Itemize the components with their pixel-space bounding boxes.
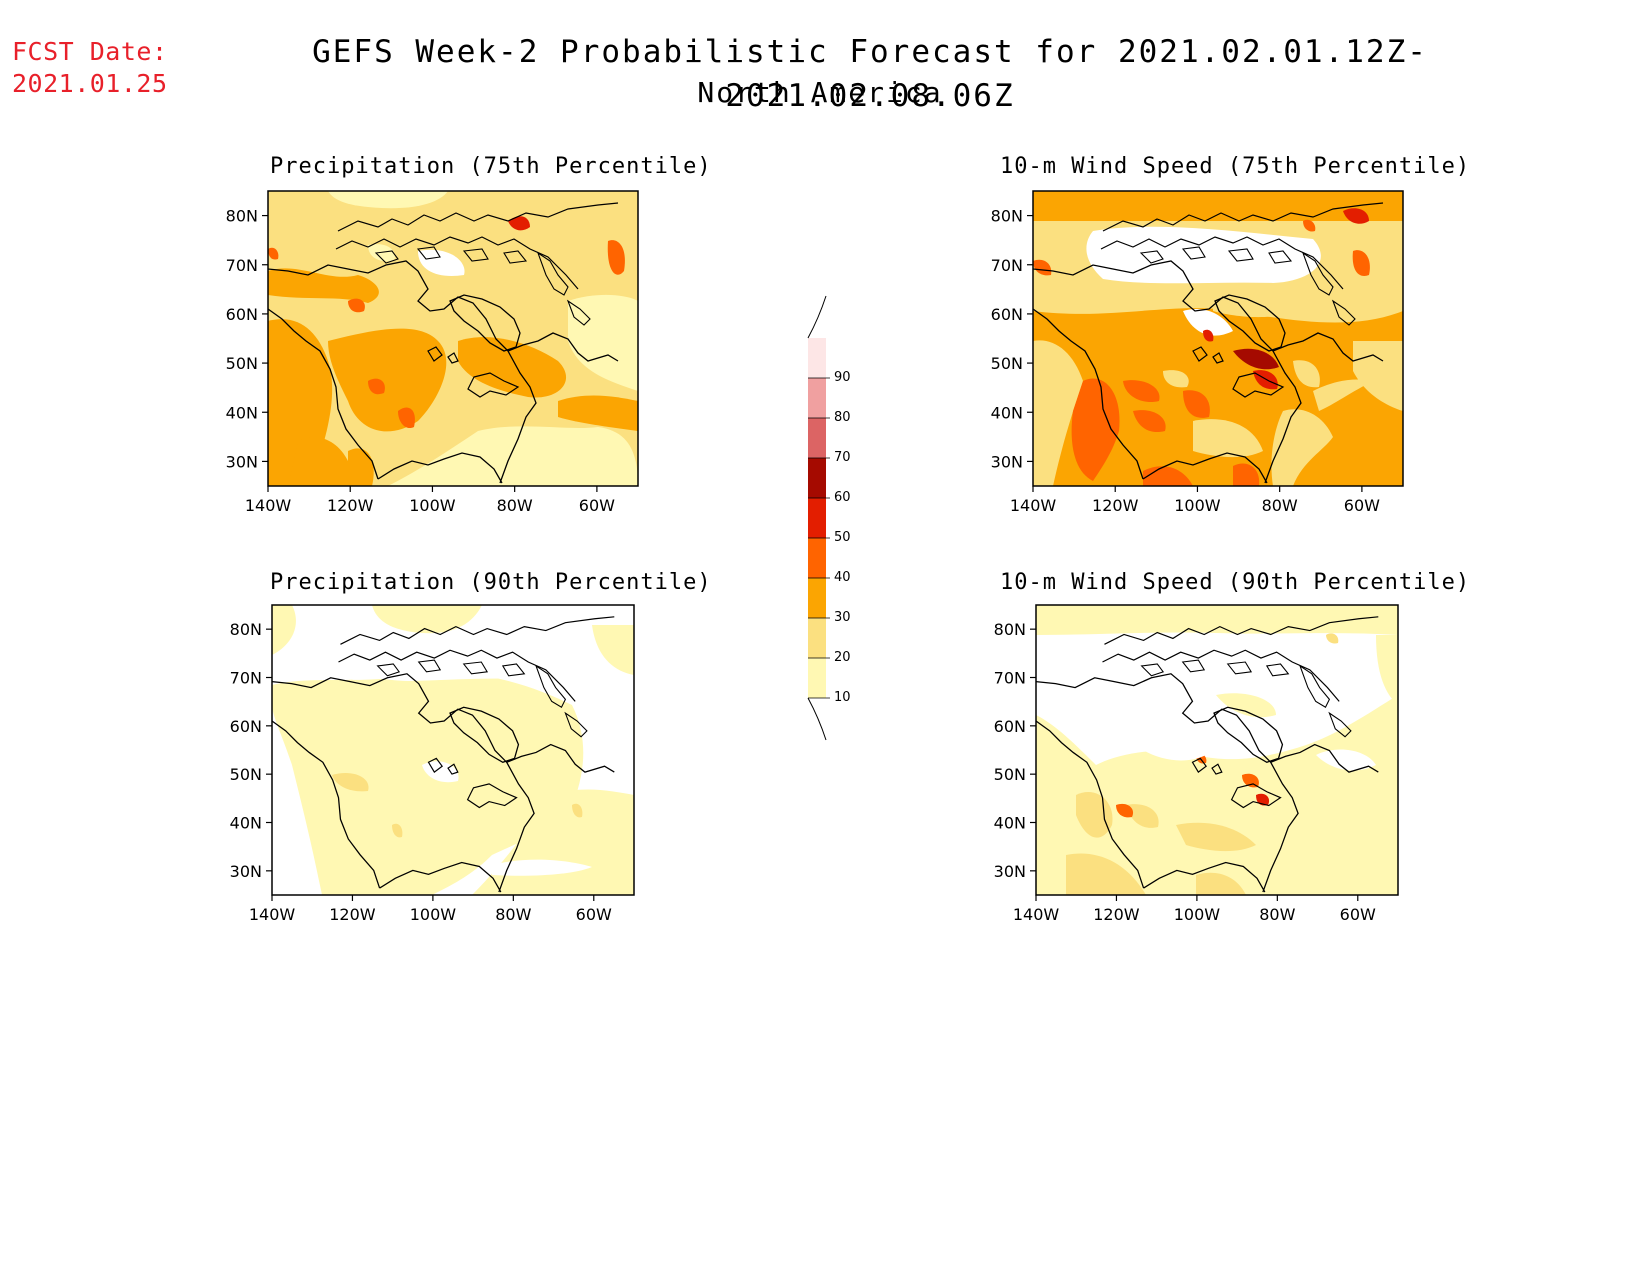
lon-label: 60W: [1340, 905, 1376, 924]
lon-label: 140W: [1013, 905, 1060, 924]
lat-label: 50N: [994, 765, 1026, 784]
lon-label: 80W: [495, 905, 531, 924]
lat-label: 30N: [226, 452, 258, 471]
lat-label: 50N: [226, 354, 258, 373]
lon-label: 100W: [410, 905, 457, 924]
lon-label: 140W: [245, 496, 292, 515]
lat-label: 70N: [230, 669, 262, 688]
lat-label: 60N: [994, 717, 1026, 736]
lat-label: 80N: [226, 207, 258, 226]
forecast-date-label: FCST Date: 2021.01.25: [12, 36, 168, 100]
colorbar-top-cap: [807, 295, 827, 339]
lon-label: 100W: [1174, 905, 1221, 924]
lon-label: 60W: [1344, 496, 1380, 515]
lon-label: 120W: [327, 496, 374, 515]
fcst-date-caption: FCST Date:: [12, 37, 168, 66]
colorbar-swatch: [808, 538, 826, 578]
colorbar-label: 90: [834, 370, 851, 385]
lat-label: 40N: [226, 403, 258, 422]
colorbar-swatch: [808, 578, 826, 618]
panel-1-ticks: 80N 70N 60N 50N 40N 30N 140W 120W 100W 80W 60W: [226, 207, 615, 515]
colorbar-swatch: [808, 458, 826, 498]
lon-label: 140W: [249, 905, 296, 924]
page-title: GEFS Week-2 Probabilistic Forecast for 2…: [312, 34, 1428, 114]
lat-label: 80N: [994, 620, 1026, 639]
lat-label: 60N: [230, 717, 262, 736]
panel-title-wind-75: 10-m Wind Speed (75th Percentile): [1000, 154, 1471, 179]
lon-label: 60W: [576, 905, 612, 924]
panel-title-precip-90: Precipitation (90th Percentile): [270, 570, 712, 595]
lat-label: 50N: [991, 354, 1023, 373]
colorbar-label: 50: [834, 530, 851, 545]
colorbar: 10 20 30 40 50 60 70 80 90: [807, 295, 851, 741]
fcst-date-value: 2021.01.25: [12, 69, 168, 98]
lon-label: 140W: [1010, 496, 1057, 515]
lat-label: 60N: [226, 305, 258, 324]
map-wind-75: 80N 70N 60N 50N 40N 30N 140W 120W 100W 80W 60W: [991, 190, 1404, 515]
lat-label: 40N: [994, 814, 1026, 833]
lon-label: 60W: [579, 496, 615, 515]
lat-label: 70N: [994, 669, 1026, 688]
lon-label: 80W: [1262, 496, 1298, 515]
colorbar-swatch: [808, 498, 826, 538]
panel-3-ticks: 80N 70N 60N 50N 40N 30N 140W 120W 100W 80W 60W: [230, 620, 612, 924]
lat-label: 70N: [226, 256, 258, 275]
colorbar-bottom-cap: [807, 697, 827, 741]
colorbar-label: 20: [834, 650, 851, 665]
lon-label: 100W: [409, 496, 456, 515]
lon-label: 80W: [1259, 905, 1295, 924]
panel-title-wind-90: 10-m Wind Speed (90th Percentile): [1000, 570, 1471, 595]
lat-label: 70N: [991, 256, 1023, 275]
region-subtitle: North America: [697, 76, 943, 109]
panel-title-precip-75: Precipitation (75th Percentile): [270, 154, 712, 179]
map-wind-90: 80N 70N 60N 50N 40N 30N 140W 120W 100W 80W 60W: [994, 604, 1399, 924]
lat-label: 30N: [994, 862, 1026, 881]
map-precip-75: 80N 70N 60N 50N 40N 30N 140W 120W 100W 80W 60W: [226, 190, 639, 515]
lat-label: 30N: [991, 452, 1023, 471]
colorbar-label: 30: [834, 610, 851, 625]
colorbar-label: 80: [834, 410, 851, 425]
colorbar-swatch: [808, 618, 826, 658]
colorbar-label: 70: [834, 450, 851, 465]
lon-label: 120W: [1092, 496, 1139, 515]
colorbar-swatch: [808, 418, 826, 458]
lat-label: 40N: [230, 814, 262, 833]
lat-label: 50N: [230, 765, 262, 784]
colorbar-swatch: [808, 658, 826, 698]
lat-label: 60N: [991, 305, 1023, 324]
colorbar-swatch: [808, 338, 826, 378]
colorbar-swatch: [808, 378, 826, 418]
map-precip-90: 80N 70N 60N 50N 40N 30N 140W 120W 100W 80W 60W: [230, 604, 635, 924]
panel-4-ticks: 80N 70N 60N 50N 40N 30N 140W 120W 100W 80W 60W: [994, 620, 1376, 924]
colorbar-label: 60: [834, 490, 851, 505]
lat-label: 80N: [991, 207, 1023, 226]
lon-label: 100W: [1174, 496, 1221, 515]
lat-label: 80N: [230, 620, 262, 639]
panel-2-ticks: 80N 70N 60N 50N 40N 30N 140W 120W 100W 80W 60W: [991, 207, 1380, 515]
lon-label: 120W: [1093, 905, 1140, 924]
lon-label: 120W: [329, 905, 376, 924]
lon-label: 80W: [497, 496, 533, 515]
colorbar-label: 10: [834, 690, 851, 705]
colorbar-label: 40: [834, 570, 851, 585]
lat-label: 30N: [230, 862, 262, 881]
lat-label: 40N: [991, 403, 1023, 422]
